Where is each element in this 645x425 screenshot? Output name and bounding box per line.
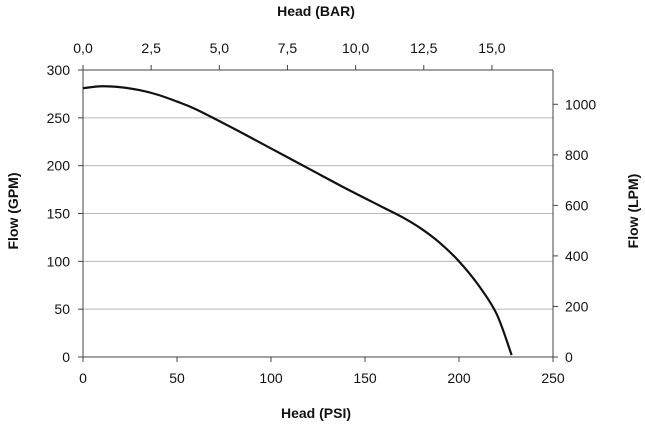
y2-tick-label-3: 600: [565, 197, 589, 213]
x-axis-title: Head (PSI): [281, 405, 351, 421]
y-axis-title: Flow (GPM): [5, 173, 21, 250]
x2-axis-title: Head (BAR): [277, 3, 355, 19]
flow-curve-line: [82, 85, 513, 356]
x-tick-label-4: 200: [447, 370, 471, 386]
y-tick-label-2: 100: [47, 253, 71, 269]
x2-tick-label-1: 2,5: [141, 40, 161, 56]
ticks: 0 50 100 150 200 250 0,0 2,5 5,0 7,5 10,0 12,5 15,0 0…: [47, 40, 597, 386]
x2-tick-label-0: 0,0: [73, 40, 93, 56]
y2-tick-label-4: 800: [565, 147, 589, 163]
x-tick-label-0: 0: [79, 370, 87, 386]
y-tick-label-1: 50: [54, 301, 70, 317]
x2-tick-label-4: 10,0: [342, 40, 369, 56]
y2-tick-label-1: 200: [565, 298, 589, 314]
y-tick-label-6: 300: [47, 62, 71, 78]
y-tick-label-4: 200: [47, 158, 71, 174]
gridlines: [83, 69, 553, 310]
x2-tick-label-6: 15,0: [478, 40, 505, 56]
x2-tick-label-3: 7,5: [278, 40, 298, 56]
y-tick-label-0: 0: [62, 349, 70, 365]
y2-tick-label-5: 1000: [565, 96, 596, 112]
y2-tick-label-2: 400: [565, 248, 589, 264]
y2-tick-label-0: 0: [565, 349, 573, 365]
x2-tick-label-5: 12,5: [410, 40, 437, 56]
series-layer: [82, 85, 513, 356]
x-tick-label-2: 100: [259, 370, 283, 386]
x-tick-label-3: 150: [353, 370, 377, 386]
y-tick-label-5: 250: [47, 110, 71, 126]
x-tick-label-5: 250: [541, 370, 565, 386]
x2-tick-label-2: 5,0: [210, 40, 230, 56]
x-tick-label-1: 50: [169, 370, 185, 386]
y2-axis-title: Flow (LPM): [625, 174, 641, 249]
y-tick-label-3: 150: [47, 206, 71, 222]
